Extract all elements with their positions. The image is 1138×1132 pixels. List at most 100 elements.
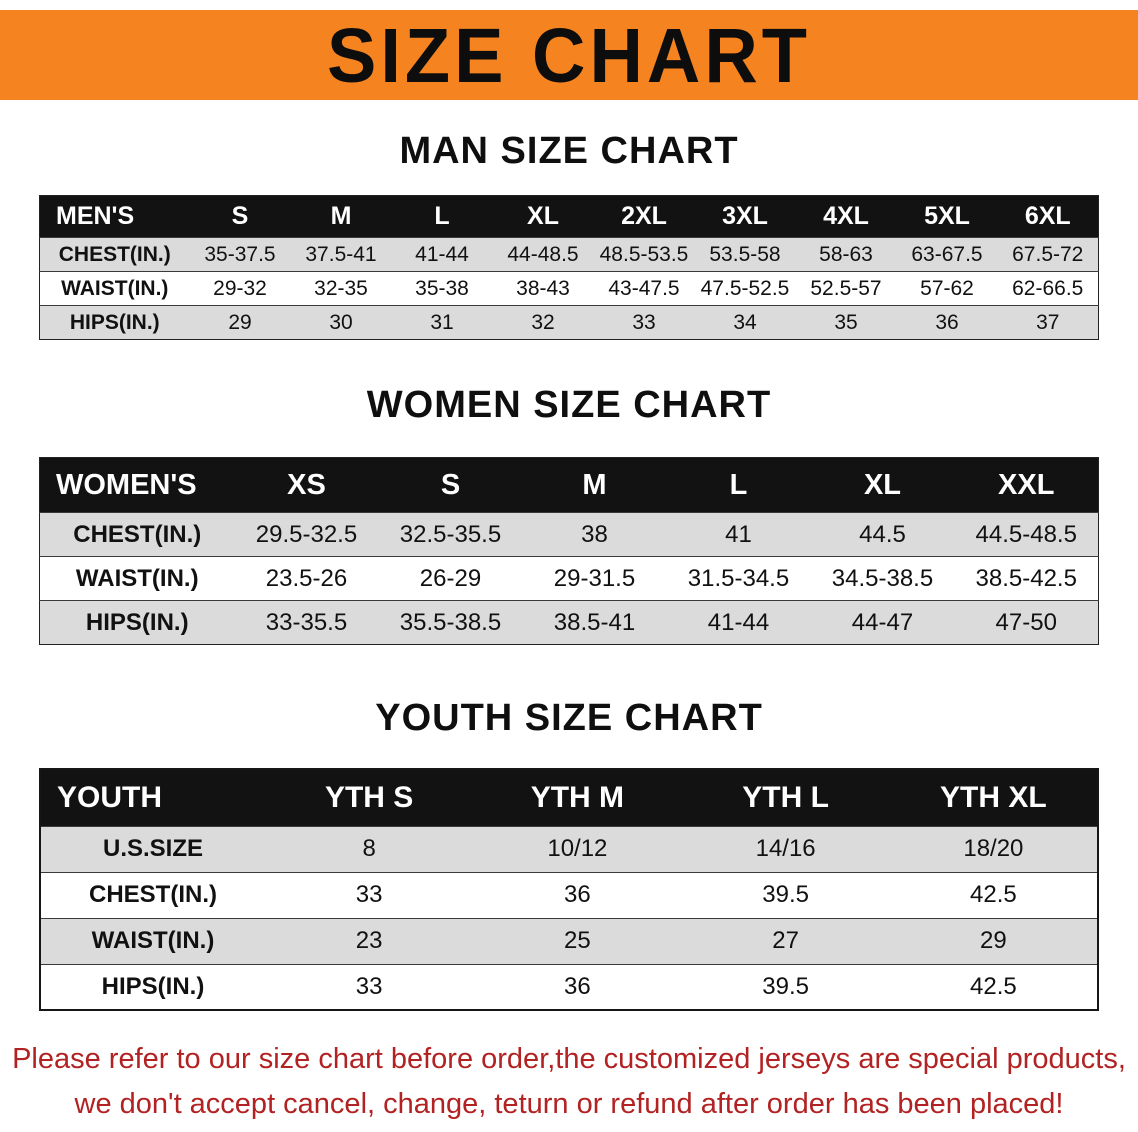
size-value: 47.5-52.5	[694, 271, 796, 306]
size-value: 33	[265, 871, 474, 918]
table-header-row: MEN'S S M L XL 2XL 3XL 4XL 5XL 6XL	[39, 195, 1099, 238]
size-value: 26-29	[378, 556, 523, 601]
youth-size-chart-heading: YOUTH SIZE CHART	[375, 697, 763, 739]
size-value: 37	[997, 305, 1099, 340]
size-value: 57-62	[896, 271, 998, 306]
table-row: HIPS(IN.) 33-35.5 35.5-38.5 38.5-41 41-44 44-…	[39, 600, 1099, 645]
size-value: 32.5-35.5	[378, 512, 523, 557]
size-value: 39.5	[681, 871, 890, 918]
size-value: 47-50	[954, 600, 1099, 645]
size-value: 44-47	[810, 600, 955, 645]
size-value: 29-32	[189, 271, 291, 306]
womens-size-table: WOMEN'S XS S M L XL XXL CHEST(IN.) 29.5-32.5 32.5…	[39, 457, 1099, 645]
disclaimer-line-1: Please refer to our size chart before or…	[12, 1043, 1126, 1075]
size-value: 29-31.5	[522, 556, 667, 601]
row-label: CHEST(IN.)	[39, 512, 235, 557]
size-value: 41-44	[391, 237, 493, 272]
size-value: 62-66.5	[997, 271, 1099, 306]
size-value: 36	[896, 305, 998, 340]
size-value: 18/20	[889, 825, 1098, 872]
size-value: 38	[522, 512, 667, 557]
size-value: 29	[189, 305, 291, 340]
size-value: 33	[265, 963, 474, 1010]
size-value: 33	[593, 305, 695, 340]
size-column-header: 2XL	[593, 195, 695, 238]
size-value: 35-37.5	[189, 237, 291, 272]
size-column-header: 5XL	[896, 195, 998, 238]
mens-size-table: MEN'S S M L XL 2XL 3XL 4XL 5XL 6XL CHEST(IN.) 35-37…	[39, 195, 1099, 340]
size-value: 38.5-41	[522, 600, 667, 645]
table-corner-label: MEN'S	[39, 195, 190, 238]
size-column-header: 6XL	[997, 195, 1099, 238]
size-value: 32-35	[290, 271, 392, 306]
row-label: HIPS(IN.)	[39, 305, 190, 340]
size-value: 42.5	[889, 871, 1098, 918]
disclaimer-line-2: we don't accept cancel, change, teturn o…	[74, 1087, 1064, 1120]
row-label: HIPS(IN.)	[40, 963, 265, 1010]
table-header-row: YOUTH YTH S YTH M YTH L YTH XL	[40, 769, 1098, 826]
size-value: 8	[265, 825, 474, 872]
size-column-header: XL	[810, 457, 955, 513]
size-value: 39.5	[681, 963, 890, 1010]
table-corner-label: YOUTH	[40, 769, 265, 826]
size-value: 25	[473, 917, 682, 964]
page-title: SIZE CHART	[327, 11, 811, 99]
size-value: 23.5-26	[234, 556, 379, 601]
order-disclaimer: Please refer to our size chart before or…	[0, 1037, 1138, 1127]
size-value: 31	[391, 305, 493, 340]
size-column-header: S	[378, 457, 523, 513]
row-label: WAIST(IN.)	[39, 271, 190, 306]
size-column-header: M	[522, 457, 667, 513]
size-chart-banner: SIZE CHART	[0, 10, 1138, 100]
size-value: 38.5-42.5	[954, 556, 1099, 601]
size-value: 43-47.5	[593, 271, 695, 306]
row-label: HIPS(IN.)	[39, 600, 235, 645]
youth-size-table: YOUTH YTH S YTH M YTH L YTH XL U.S.SIZE 8 10/12…	[39, 768, 1099, 1011]
size-value: 58-63	[795, 237, 897, 272]
table-row: HIPS(IN.) 33 36 39.5 42.5	[40, 963, 1098, 1010]
size-value: 41	[666, 512, 811, 557]
man-size-chart-heading: MAN SIZE CHART	[399, 130, 739, 172]
size-value: 10/12	[473, 825, 682, 872]
table-corner-label: WOMEN'S	[39, 457, 235, 513]
size-value: 23	[265, 917, 474, 964]
size-column-header: L	[391, 195, 493, 238]
size-column-header: YTH L	[681, 769, 890, 826]
size-value: 67.5-72	[997, 237, 1099, 272]
row-label: U.S.SIZE	[40, 825, 265, 872]
size-column-header: YTH XL	[889, 769, 1098, 826]
table-row: WAIST(IN.) 23 25 27 29	[40, 917, 1098, 964]
table-row: CHEST(IN.) 29.5-32.5 32.5-35.5 38 41 44.5 44.5…	[39, 512, 1099, 557]
size-value: 38-43	[492, 271, 594, 306]
size-value: 42.5	[889, 963, 1098, 1010]
size-value: 63-67.5	[896, 237, 998, 272]
size-value: 34.5-38.5	[810, 556, 955, 601]
size-value: 36	[473, 871, 682, 918]
size-value: 37.5-41	[290, 237, 392, 272]
women-size-chart-heading: WOMEN SIZE CHART	[366, 384, 772, 426]
size-column-header: XS	[234, 457, 379, 513]
table-row: WAIST(IN.) 23.5-26 26-29 29-31.5 31.5-34.5 34…	[39, 556, 1099, 601]
size-column-header: XXL	[954, 457, 1099, 513]
size-value: 29.5-32.5	[234, 512, 379, 557]
size-value: 33-35.5	[234, 600, 379, 645]
size-value: 41-44	[666, 600, 811, 645]
size-column-header: YTH S	[265, 769, 474, 826]
size-column-header: M	[290, 195, 392, 238]
size-column-header: S	[189, 195, 291, 238]
size-value: 34	[694, 305, 796, 340]
size-column-header: YTH M	[473, 769, 682, 826]
table-row: WAIST(IN.) 29-32 32-35 35-38 38-43 43-47.5 47.…	[39, 271, 1099, 306]
table-row: U.S.SIZE 8 10/12 14/16 18/20	[40, 825, 1098, 872]
row-label: CHEST(IN.)	[40, 871, 265, 918]
size-value: 32	[492, 305, 594, 340]
size-value: 35-38	[391, 271, 493, 306]
size-column-header: 4XL	[795, 195, 897, 238]
row-label: CHEST(IN.)	[39, 237, 190, 272]
size-value: 44-48.5	[492, 237, 594, 272]
size-value: 44.5-48.5	[954, 512, 1099, 557]
size-value: 14/16	[681, 825, 890, 872]
table-row: CHEST(IN.) 33 36 39.5 42.5	[40, 871, 1098, 918]
row-label: WAIST(IN.)	[40, 917, 265, 964]
